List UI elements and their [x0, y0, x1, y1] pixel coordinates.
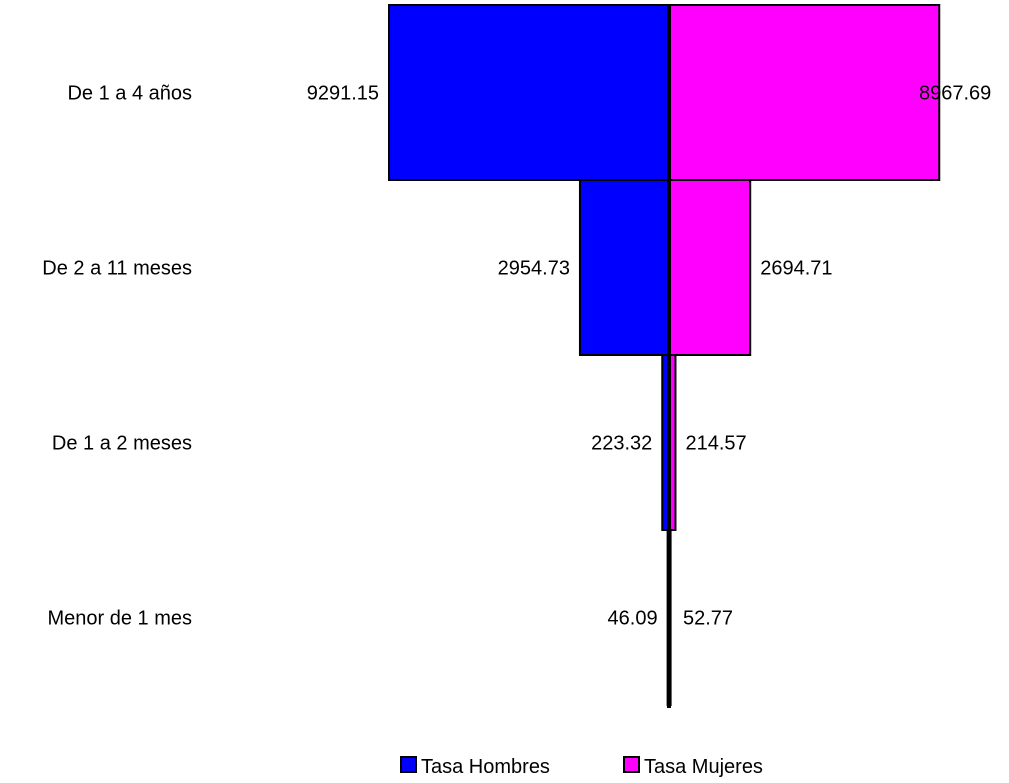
category-label: De 1 a 4 años [67, 83, 192, 105]
legend-label-tasa-mujeres: Tasa Mujeres [644, 756, 763, 778]
bar-tasa-hombres [578, 179, 670, 356]
category-label: De 2 a 11 meses [42, 258, 192, 280]
value-label-mujeres: 52.77 [683, 608, 733, 630]
bar-tasa-mujeres [668, 179, 752, 356]
value-label-mujeres: 8967.69 [919, 83, 991, 105]
value-label-hombres: 2954.73 [498, 258, 570, 280]
value-label-hombres: 223.32 [591, 433, 652, 455]
bar-tasa-hombres [388, 4, 670, 181]
value-label-mujeres: 214.57 [685, 433, 746, 455]
category-label: De 1 a 2 meses [52, 433, 192, 455]
legend-swatch-tasa-mujeres [623, 756, 640, 773]
value-label-mujeres: 2694.71 [760, 258, 832, 280]
legend-swatch-tasa-hombres [400, 756, 417, 773]
value-label-hombres: 46.09 [608, 608, 658, 630]
bar-tasa-mujeres [668, 4, 941, 181]
legend-label-tasa-hombres: Tasa Hombres [421, 756, 550, 778]
value-label-hombres: 9291.15 [307, 83, 379, 105]
category-label: Menor de 1 mes [47, 608, 192, 630]
